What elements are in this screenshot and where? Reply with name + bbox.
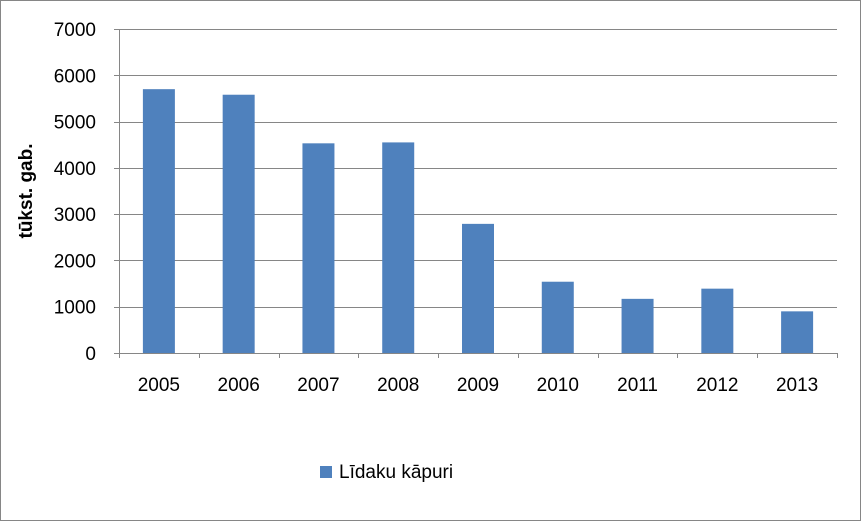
bars — [142, 89, 814, 354]
y-tick-label: 1000 — [54, 298, 96, 319]
bar-2005 — [142, 89, 175, 354]
bar-2012 — [701, 288, 734, 353]
x-tick-label: 2009 — [457, 375, 499, 396]
bar-2007 — [302, 143, 335, 353]
x-tick-labels: 2005 2006 2007 2008 2009 2010 2011 2012 2013 — [119, 353, 838, 396]
x-tick-label: 2008 — [377, 375, 419, 396]
legend-swatch — [320, 466, 332, 478]
x-tick-label: 2010 — [537, 375, 579, 396]
bar-2011 — [621, 298, 654, 353]
x-tick-label: 2012 — [696, 375, 738, 396]
x-tick-label: 2013 — [776, 375, 818, 396]
y-tick-label: 0 — [85, 344, 96, 365]
legend-label: Līdaku kāpuri — [339, 462, 453, 483]
bar-2008 — [382, 142, 415, 353]
x-tick-label: 2006 — [218, 375, 260, 396]
bar-2013 — [781, 311, 814, 353]
legend: Līdaku kāpuri — [320, 462, 453, 483]
y-axis-title: tūkst. gab. — [16, 143, 37, 238]
y-tick-label: 2000 — [54, 251, 96, 272]
y-tick-label: 6000 — [54, 66, 96, 87]
bar-2010 — [541, 281, 574, 353]
y-tick-label: 5000 — [54, 113, 96, 134]
bar-2006 — [222, 94, 255, 354]
x-tick-label: 2011 — [617, 375, 658, 396]
y-tick-label: 4000 — [54, 159, 96, 180]
y-tick-labels: 0 1000 2000 3000 4000 5000 6000 7000 — [54, 20, 119, 365]
axes — [119, 29, 837, 354]
x-tick-label: 2007 — [297, 375, 339, 396]
y-tick-label: 7000 — [54, 20, 96, 41]
bar-2009 — [462, 223, 494, 353]
y-tick-label: 3000 — [54, 205, 96, 226]
x-tick-label: 2005 — [138, 375, 180, 396]
